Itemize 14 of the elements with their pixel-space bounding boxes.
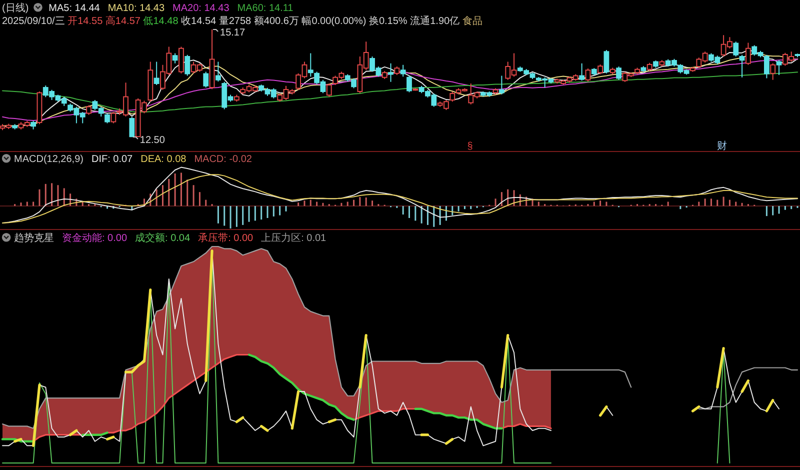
text: § (467, 141, 473, 152)
legend-label: 资金动能: 0.00 (62, 232, 128, 244)
text: 财 (717, 140, 727, 152)
annotation: 12.50 (140, 135, 166, 146)
annotation: 15.17 (212, 28, 246, 38)
header: 趋势克星 资金动能: 0.00 成交额: 0.04 承压带: 0.00 上压力区: 0.01 (2, 233, 326, 244)
series-label: 上压力区: 0.01 (261, 232, 327, 244)
chart-title: (日线) (2, 2, 29, 14)
annotation: 12.50 (132, 135, 165, 146)
chart-title: 趋势克星 (14, 232, 54, 244)
annotation: 15.17 (220, 28, 246, 38)
series-label: DEA: 0.08 (140, 154, 187, 165)
chart-title: MACD(12,26,9) (14, 154, 84, 165)
header: (日线) MA5: 14.44 MA10: 14.43 MA20: 14.43 MA60: 14.11 2025/09/10/三 开14.55 高14.57 低14.48 收14.54 量2758 额400.6万 幅0.00(0.00%) 换0.15% 流通1.90亿 食品 (2, 3, 482, 27)
